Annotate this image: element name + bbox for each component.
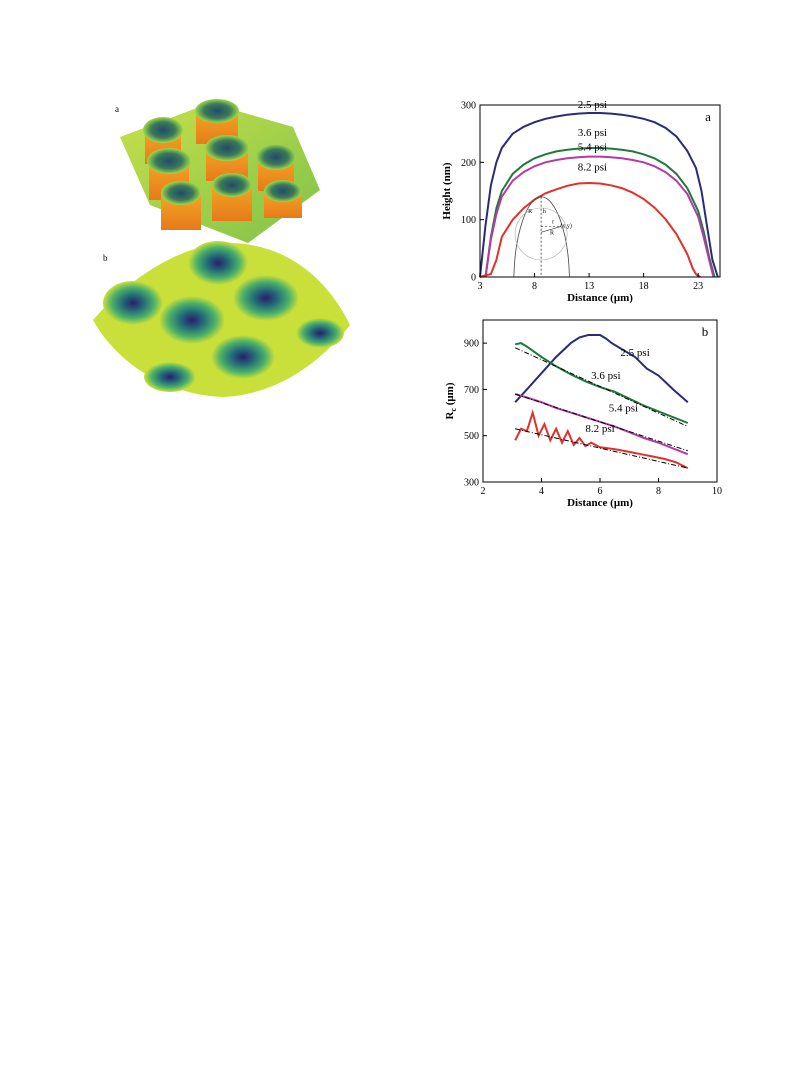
panel-label: a bbox=[705, 109, 711, 124]
series-line-3 bbox=[479, 181, 701, 278]
inset-label-0: R bbox=[528, 209, 532, 215]
series-label-1: 3.6 psi bbox=[591, 370, 620, 382]
y-tick-label-1: 100 bbox=[461, 215, 476, 226]
panel-label-b-left: b bbox=[103, 253, 108, 263]
y-axis-label: Rc (μm) bbox=[444, 382, 458, 419]
x-tick-label-3: 8 bbox=[656, 486, 661, 497]
x-tick-label-3: 18 bbox=[639, 281, 649, 292]
series-label-0: 2.5 psi bbox=[620, 347, 649, 359]
inset-label-1: h bbox=[543, 209, 546, 215]
rc-chart: 2 4 6 8 10 300 500 700 900 Distance (μm) Rc (μm) b 2… bbox=[444, 319, 722, 509]
fit-line-1 bbox=[515, 393, 688, 452]
inset-radius-R bbox=[541, 226, 561, 233]
series-line-1 bbox=[484, 147, 716, 278]
plot-frame bbox=[479, 104, 721, 278]
x-tick-label-2: 6 bbox=[598, 486, 603, 497]
series-line-0 bbox=[514, 334, 689, 403]
series-label-3: 8.2 psi bbox=[585, 423, 614, 435]
inset-label-3: (x,y) bbox=[560, 223, 572, 230]
series-label-2: 5.4 psi bbox=[578, 141, 607, 153]
y-tick-label-0: 300 bbox=[464, 478, 479, 489]
fit-line-0 bbox=[514, 347, 688, 427]
series-line-1 bbox=[514, 342, 689, 424]
inset-label-2: r bbox=[552, 220, 554, 226]
x-tick-label-2: 13 bbox=[584, 281, 594, 292]
panel-label-a-left: a bbox=[115, 104, 119, 114]
inset-label-4: R bbox=[550, 231, 554, 237]
chart-b-plot: 2 4 6 8 10 300 500 700 900 Distance (μm) Rc (μm) b 2… bbox=[444, 319, 722, 509]
inset-circle bbox=[514, 207, 568, 261]
x-tick-label-1: 8 bbox=[532, 281, 537, 292]
y-tick-label-0: 0 bbox=[471, 273, 476, 284]
series-label-1: 3.6 psi bbox=[578, 127, 607, 139]
pillar-array bbox=[143, 99, 302, 230]
chart-a-plot: 3 8 13 18 23 0 100 200 300 Distance (μm) Height (n… bbox=[441, 99, 721, 304]
pillar-surface bbox=[120, 99, 320, 243]
y-tick-label-2: 700 bbox=[464, 385, 479, 396]
x-tick-label-0: 3 bbox=[478, 281, 483, 292]
series-line-0 bbox=[479, 112, 719, 278]
x-tick-label-4: 10 bbox=[712, 486, 722, 497]
series-label-2: 5.4 psi bbox=[609, 402, 638, 414]
surface-renderings: a b bbox=[93, 99, 350, 397]
y-tick-label-2: 200 bbox=[461, 158, 476, 169]
dome-array bbox=[103, 241, 344, 392]
y-tick-label-3: 900 bbox=[464, 339, 479, 350]
inset-outline bbox=[513, 196, 570, 278]
x-tick-label-0: 2 bbox=[481, 486, 486, 497]
y-tick-label-3: 300 bbox=[461, 101, 476, 112]
series-label-0: 2.5 psi bbox=[578, 99, 607, 111]
dome-surface bbox=[93, 241, 350, 397]
fit-line-2 bbox=[515, 428, 688, 469]
panel-label: b bbox=[702, 324, 709, 339]
series-label-3: 8.2 psi bbox=[578, 162, 607, 174]
x-axis-label: Distance (μm) bbox=[567, 497, 633, 509]
height-profile-chart: 3 8 13 18 23 0 100 200 300 Distance (μm) Height (n… bbox=[441, 99, 721, 304]
y-axis-label: Height (nm) bbox=[441, 162, 453, 219]
y-tick-label-1: 500 bbox=[464, 431, 479, 442]
series-line-2 bbox=[484, 155, 715, 278]
x-tick-label-1: 4 bbox=[539, 486, 544, 497]
x-axis-label: Distance (μm) bbox=[567, 292, 633, 304]
x-tick-label-4: 23 bbox=[693, 281, 703, 292]
series-line-3 bbox=[514, 408, 689, 469]
